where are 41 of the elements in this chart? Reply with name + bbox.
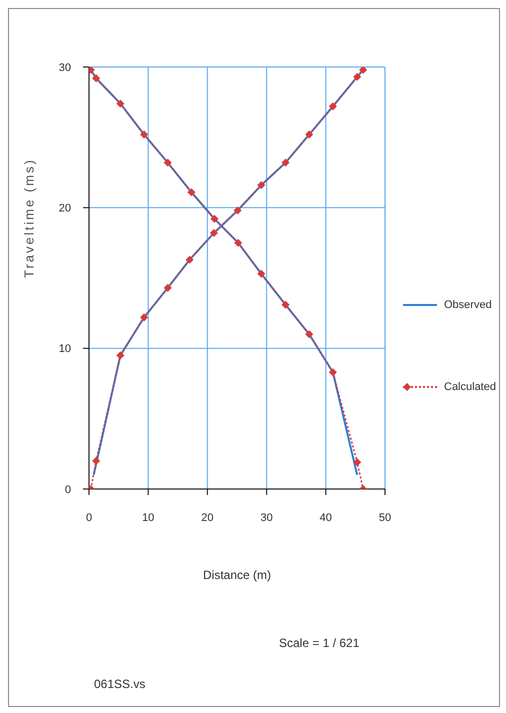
point: [92, 456, 100, 465]
point: [116, 351, 124, 360]
point: [187, 188, 196, 196]
point: [164, 158, 172, 167]
x-axis-title: Distance (m): [202, 568, 272, 582]
legend-label: Calculated: [444, 381, 496, 393]
point: [257, 181, 266, 190]
point: [305, 330, 314, 338]
point: [210, 228, 218, 237]
point: [140, 130, 148, 139]
text: Scale = 1 / 621: [279, 636, 360, 650]
point: [328, 102, 337, 110]
x-tick-label: 50: [378, 512, 392, 524]
point: [353, 458, 362, 466]
y-tick-label: 0: [64, 484, 71, 496]
point: [359, 67, 368, 74]
legend-label: Observed: [444, 299, 492, 311]
x-tick-label: 40: [320, 512, 332, 524]
point: [186, 256, 194, 264]
point: [116, 100, 124, 108]
point: [164, 284, 172, 292]
point: [282, 300, 290, 309]
y-axis-title: Traveltime (ms): [22, 158, 37, 278]
point: [140, 313, 148, 322]
x-tick-label: 0: [86, 512, 92, 524]
y-tick-label: 30: [58, 62, 71, 74]
y-tick-label: 10: [58, 343, 71, 356]
point: [257, 270, 266, 278]
x-tick-label: 10: [142, 512, 154, 524]
y-tick-label: 20: [58, 202, 71, 215]
point: [210, 214, 219, 223]
point: [92, 74, 100, 82]
x-tick-label: 30: [260, 512, 273, 524]
point: [328, 368, 337, 376]
point: [282, 158, 290, 167]
text: 061SS.vs: [94, 677, 146, 691]
point: [234, 238, 242, 247]
point: [305, 130, 314, 139]
point: [353, 72, 362, 81]
point: [234, 206, 242, 214]
x-tick-label: 20: [201, 512, 214, 524]
